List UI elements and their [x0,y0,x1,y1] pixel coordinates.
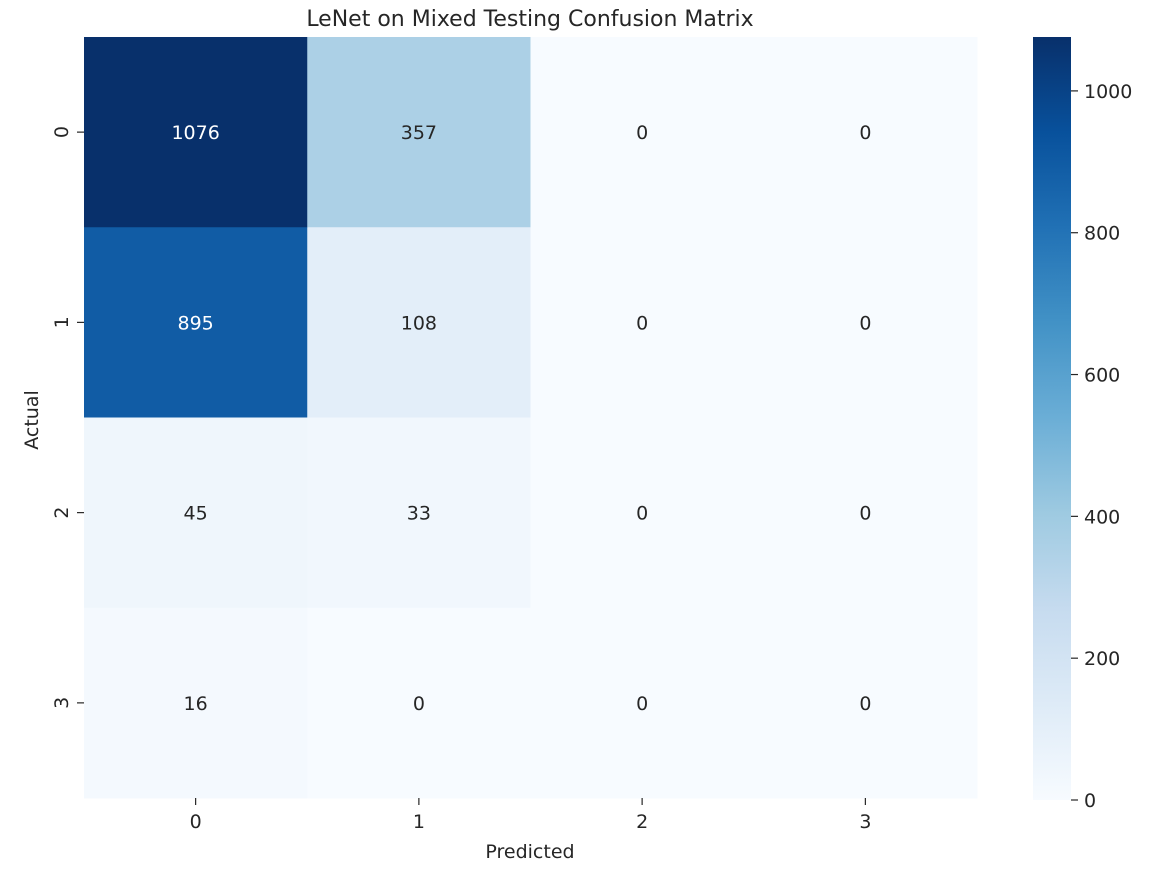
cell-value-label: 0 [859,503,871,525]
cell-value-label: 0 [636,122,648,144]
heatmap-cell [753,607,978,799]
cell-value-label: 895 [177,312,213,334]
cell-value-label: 0 [859,693,871,715]
colorbar-tick-label: 600 [1084,365,1120,387]
cell-value-label: 0 [636,693,648,715]
colorbar-tick-label: 800 [1084,223,1120,245]
y-tick-label: 1 [51,316,73,328]
y-tick-label: 0 [51,126,73,138]
cell-value-label: 0 [636,312,648,334]
y-tick-label: 2 [51,507,73,519]
heatmap-cell [753,37,978,228]
x-tick-label: 2 [636,811,648,833]
colorbar [1033,37,1071,800]
cell-value-label: 0 [859,312,871,334]
cell-value-label: 0 [859,122,871,144]
cell-value-label: 1076 [171,122,219,144]
x-axis-ticks: 0 1 2 3 [190,798,871,833]
heatmap-cell [307,417,531,609]
heatmap-cell [307,37,531,228]
colorbar-tick-label: 0 [1084,790,1096,812]
heatmap-cell [84,227,308,418]
cell-value-label: 0 [636,503,648,525]
x-tick-label: 0 [190,811,202,833]
y-axis-ticks: 0 1 2 3 [51,126,84,709]
cell-value-label: 33 [407,503,431,525]
cell-value-label: 45 [184,503,208,525]
cell-value-label: 108 [401,312,437,334]
heatmap-cell [753,417,978,609]
heatmap-cell [84,37,308,228]
heatmap-cell [530,227,755,418]
heatmap-cells [84,37,978,799]
heatmap-cell [530,417,755,609]
cell-value-label: 357 [401,122,437,144]
chart-title: LeNet on Mixed Testing Confusion Matrix [306,7,753,32]
colorbar-tick-label: 400 [1084,506,1120,528]
heatmap-cell [753,227,978,418]
colorbar-ticks: 0 200 400 600 800 1000 [1071,81,1132,812]
heatmap-cell [307,607,531,799]
x-axis-title: Predicted [485,841,574,863]
heatmap-cell [307,227,531,418]
cell-value-label: 16 [184,693,208,715]
y-tick-label: 3 [51,697,73,709]
heatmap-cell [530,37,755,228]
colorbar-tick-label: 200 [1084,648,1120,670]
heatmap-cell [530,607,755,799]
heatmap-cell-labels: 1076 357 0 0 895 108 0 0 45 33 0 0 16 0 0 0 [171,122,871,715]
cell-value-label: 0 [413,693,425,715]
x-tick-label: 3 [859,811,871,833]
y-axis-title: Actual [21,390,43,450]
colorbar-tick-label: 1000 [1084,81,1132,103]
x-tick-label: 1 [413,811,425,833]
heatmap-cell [84,607,308,799]
heatmap-cell [84,417,308,609]
